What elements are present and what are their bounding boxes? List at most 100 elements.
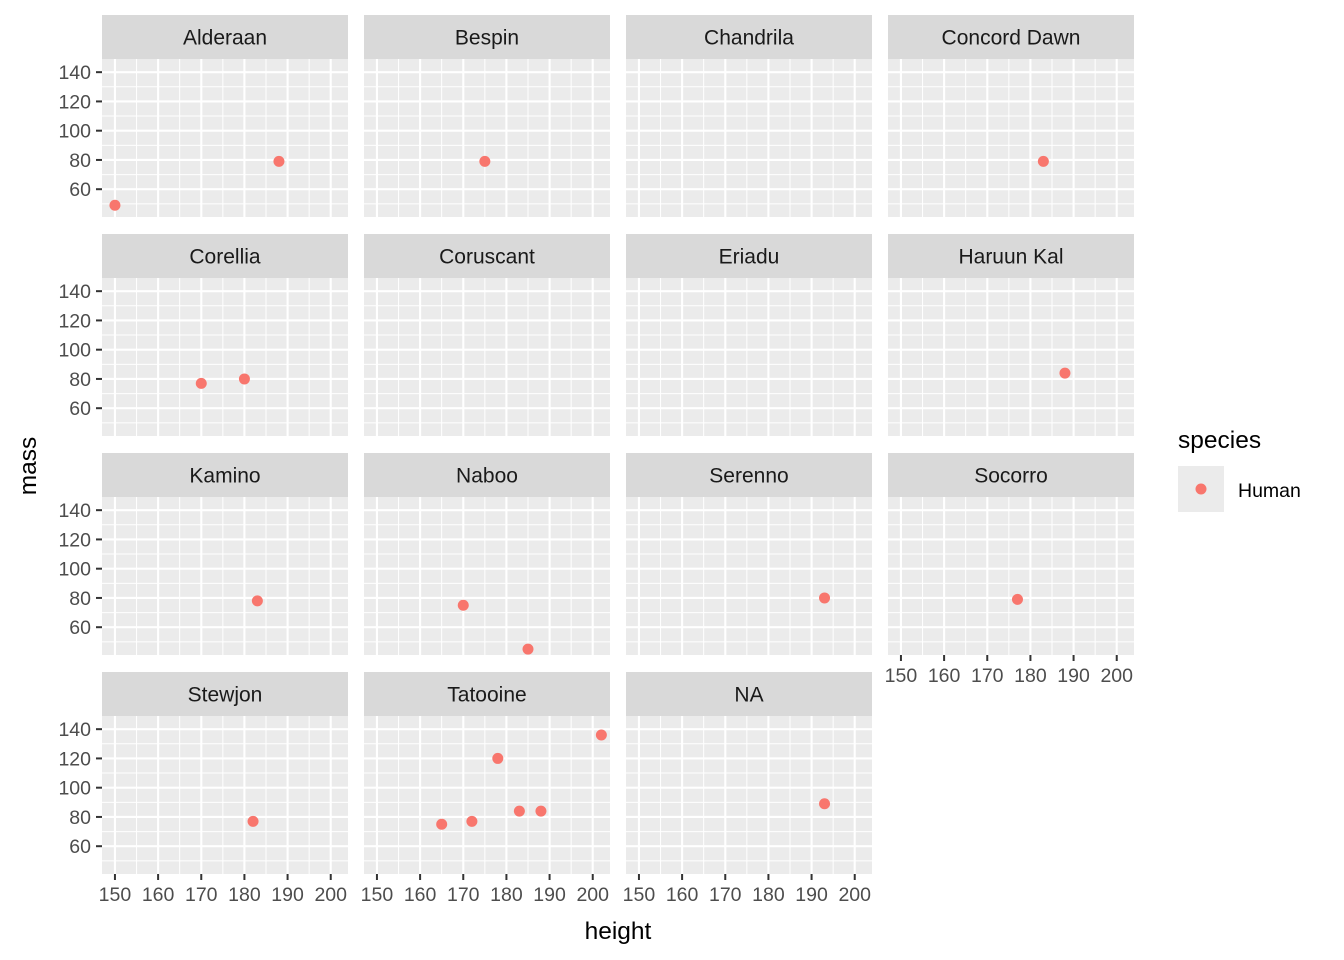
x-tick-label: 160 [142,884,175,906]
facet-strip-label: Corellia [189,246,261,269]
data-point [492,752,504,764]
facet-panel-background [888,497,1134,655]
facet-panel-background [364,497,610,655]
facet-alderaan: Alderaan 60 80 100 120 140 [58,15,348,217]
y-tick-label: 80 [69,150,91,172]
x-tick-label: 190 [1057,665,1090,687]
facet-strip [626,672,872,716]
facet-naboo: Naboo [364,453,610,655]
facet-strip-label: Bespin [455,27,519,50]
facet-strip-label: Coruscant [439,246,535,269]
facet-stewjon: Stewjon 60 80 100 120 140 150 160 170 180 190 200 [58,672,348,906]
facet-strip-label: Haruun Kal [958,246,1063,269]
data-point [109,199,121,211]
facet-concord-dawn: Concord Dawn [888,15,1134,217]
facet-strip-label: Stewjon [188,684,263,707]
legend-key-point [1195,483,1207,495]
facet-panel-background [888,278,1134,436]
x-tick-label: 150 [99,884,132,906]
y-tick-label: 140 [58,719,91,741]
x-tick-label: 190 [533,884,566,906]
y-tick-label: 120 [58,529,91,551]
facet-tatooine: Tatooine 150 160 170 180 190 200 [361,672,610,906]
facet-panel-background [626,716,872,874]
facet-strip-label: Kamino [189,465,260,488]
y-tick-label: 140 [58,62,91,84]
legend: species Human [1178,427,1301,512]
x-tick-label: 190 [271,884,304,906]
y-tick-label: 60 [69,398,91,420]
data-point [535,805,547,817]
y-tick-label: 100 [58,559,91,581]
y-tick-label: 100 [58,340,91,362]
y-tick-label: 120 [58,748,91,770]
data-point [238,373,250,385]
data-point [195,377,207,389]
x-tick-label: 180 [228,884,261,906]
facet-strip-label: Serenno [709,465,788,488]
facet-strip-label: Chandrila [704,27,794,50]
y-tick-label: 60 [69,617,91,639]
y-tick-label: 80 [69,369,91,391]
facet-strip [888,453,1134,497]
data-point [819,798,831,810]
facet-strip [626,453,872,497]
x-tick-label: 170 [447,884,480,906]
x-tick-label: 150 [885,665,918,687]
x-tick-label: 180 [490,884,523,906]
facet-coruscant: Coruscant [364,234,610,436]
y-tick-label: 80 [69,588,91,610]
x-tick-label: 180 [752,884,785,906]
x-tick-label: 170 [709,884,742,906]
facet-chandrila: Chandrila [626,15,872,217]
x-tick-label: 200 [1100,665,1133,687]
y-tick-label: 120 [58,91,91,113]
legend-label-human: Human [1238,480,1301,502]
facet-panel-background [102,716,348,874]
data-point [251,595,263,607]
x-tick-label: 150 [361,884,394,906]
data-point [1037,155,1049,167]
facet-corellia: Corellia 60 80 100 120 140 [58,234,348,436]
data-point [479,155,491,167]
facet-socorro: Socorro 150 160 170 180 190 200 [885,453,1134,687]
facet-strip [626,234,872,278]
facet-serenno: Serenno [626,453,872,655]
data-point [1059,367,1071,379]
data-point [436,818,448,830]
facet-strip [364,453,610,497]
x-tick-label: 180 [1014,665,1047,687]
facet-strip [102,15,348,59]
facet-panels: Alderaan 60 80 100 120 140 Bespin Chandrila Conc… [58,15,1134,906]
facet-strip [888,234,1134,278]
facet-panel-background [102,278,348,436]
facet-strip [626,15,872,59]
x-tick-label: 170 [971,665,1004,687]
data-point [595,729,607,741]
y-tick-label: 100 [58,778,91,800]
facet-panel-background [102,497,348,655]
x-tick-label: 170 [185,884,218,906]
y-axis-title: mass [15,437,42,496]
facet-strip [102,672,348,716]
x-tick-label: 200 [314,884,347,906]
data-point [457,599,469,611]
x-tick-label: 160 [404,884,437,906]
facet-panel-background [888,59,1134,217]
x-tick-label: 150 [623,884,656,906]
facet-panel-background [626,278,872,436]
y-tick-label: 120 [58,310,91,332]
y-tick-label: 60 [69,836,91,858]
facet-panel-background [626,59,872,217]
facet-panel-background [364,59,610,217]
x-tick-label: 190 [795,884,828,906]
facet-kamino: Kamino 60 80 100 120 140 [58,453,348,655]
facet-strip-label: NA [734,684,763,707]
facet-panel-background [364,716,610,874]
y-tick-label: 80 [69,807,91,829]
y-tick-label: 140 [58,281,91,303]
facet-strip-label: Tatooine [447,684,526,707]
facet-na: NA 150 160 170 180 190 200 [623,672,872,906]
facet-strip [888,15,1134,59]
